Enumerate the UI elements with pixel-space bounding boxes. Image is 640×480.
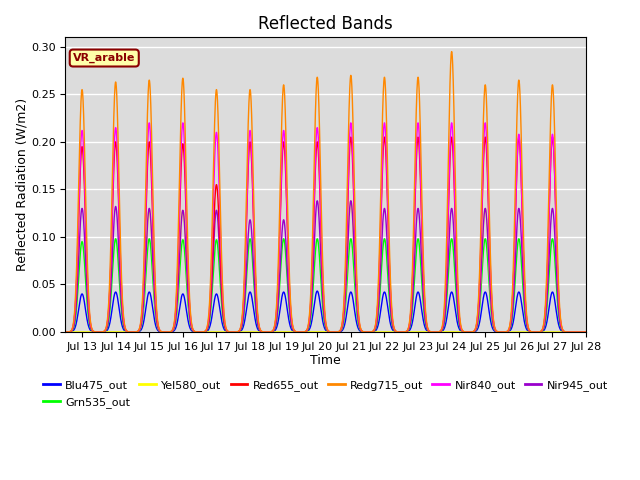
Blu475_out xyxy=(156,329,164,335)
Title: Reflected Bands: Reflected Bands xyxy=(259,15,393,33)
Red655_out xyxy=(260,329,268,335)
Text: VR_arable: VR_arable xyxy=(73,53,136,63)
Grn535_out xyxy=(582,329,590,335)
Blu475_out xyxy=(61,329,69,335)
Grn535_out xyxy=(156,328,164,334)
Nir945_out xyxy=(400,329,408,335)
Nir840_out xyxy=(156,328,164,334)
Redg715_out xyxy=(260,329,268,335)
Line: Redg715_out: Redg715_out xyxy=(65,51,586,332)
Blu475_out xyxy=(374,324,381,330)
Nir945_out xyxy=(61,329,69,335)
Redg715_out xyxy=(156,327,164,333)
Nir945_out xyxy=(582,329,590,335)
Line: Nir945_out: Nir945_out xyxy=(65,201,586,332)
Nir945_out xyxy=(260,329,268,335)
Blu475_out xyxy=(582,329,590,335)
Grn535_out xyxy=(400,329,408,335)
Red655_out xyxy=(374,305,381,311)
Yel580_out xyxy=(347,198,355,204)
X-axis label: Time: Time xyxy=(310,354,341,367)
Yel580_out xyxy=(156,328,164,334)
Redg715_out xyxy=(400,329,408,335)
Nir945_out xyxy=(450,231,458,237)
Nir945_out xyxy=(374,313,381,319)
Yel580_out xyxy=(374,329,381,335)
Line: Yel580_out: Yel580_out xyxy=(65,201,586,332)
Yel580_out xyxy=(582,329,590,335)
Nir840_out xyxy=(582,329,590,335)
Red655_out xyxy=(515,134,523,140)
Grn535_out xyxy=(374,317,381,323)
Blu475_out xyxy=(450,298,458,303)
Redg715_out xyxy=(61,329,69,335)
Yel580_out xyxy=(260,329,268,335)
Nir840_out xyxy=(450,164,458,169)
Blu475_out xyxy=(260,329,268,335)
Nir840_out xyxy=(400,329,408,335)
Red655_out xyxy=(582,329,590,335)
Redg715_out xyxy=(490,317,497,323)
Redg715_out xyxy=(448,48,456,54)
Redg715_out xyxy=(374,298,381,303)
Grn535_out xyxy=(490,324,497,330)
Grn535_out xyxy=(61,329,69,335)
Red655_out xyxy=(490,319,497,325)
Redg715_out xyxy=(582,329,590,335)
Legend: Blu475_out, Grn535_out, Yel580_out, Red655_out, Redg715_out, Nir840_out, Nir945_: Blu475_out, Grn535_out, Yel580_out, Red6… xyxy=(38,376,612,412)
Nir945_out xyxy=(156,328,164,334)
Yel580_out xyxy=(450,329,458,335)
Nir945_out xyxy=(490,323,497,329)
Line: Red655_out: Red655_out xyxy=(65,137,586,332)
Blu475_out xyxy=(400,329,408,335)
Yel580_out xyxy=(400,329,408,335)
Yel580_out xyxy=(61,329,69,335)
Line: Nir840_out: Nir840_out xyxy=(65,123,586,332)
Line: Grn535_out: Grn535_out xyxy=(65,239,586,332)
Nir840_out xyxy=(490,319,497,325)
Red655_out xyxy=(156,328,164,334)
Red655_out xyxy=(450,172,458,178)
Y-axis label: Reflected Radiation (W/m2): Reflected Radiation (W/m2) xyxy=(15,98,28,271)
Blu475_out xyxy=(314,288,321,294)
Grn535_out xyxy=(260,329,268,335)
Nir840_out xyxy=(374,303,381,309)
Red655_out xyxy=(400,329,408,335)
Yel580_out xyxy=(490,323,497,329)
Line: Blu475_out: Blu475_out xyxy=(65,291,586,332)
Red655_out xyxy=(61,329,69,335)
Nir840_out xyxy=(61,329,69,335)
Grn535_out xyxy=(450,254,458,260)
Nir840_out xyxy=(448,120,456,126)
Nir840_out xyxy=(260,329,268,335)
Redg715_out xyxy=(450,107,458,113)
Blu475_out xyxy=(490,327,497,333)
Nir945_out xyxy=(314,198,321,204)
Grn535_out xyxy=(515,236,523,242)
